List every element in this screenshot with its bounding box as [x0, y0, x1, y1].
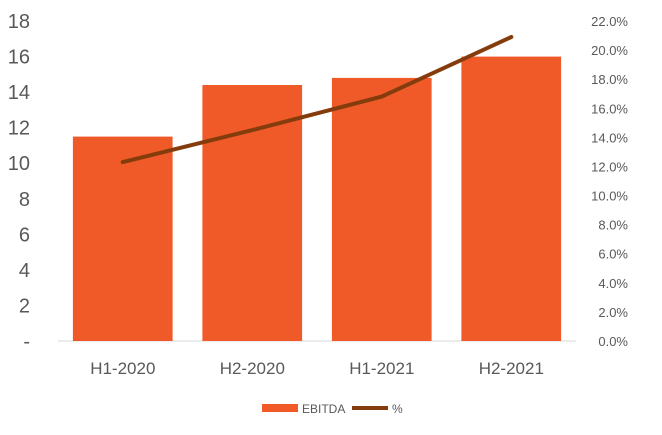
left-tick-label: 6: [19, 224, 30, 246]
x-axis-ticks: H1-2020 H2-2020 H1-2021 H2-2021: [90, 359, 544, 378]
left-tick-label: 14: [8, 82, 30, 104]
left-tick-label: 8: [19, 189, 30, 211]
left-tick-label: 12: [8, 118, 30, 140]
left-tick-label: 4: [19, 260, 30, 282]
left-tick-label: 16: [8, 47, 30, 69]
x-tick-label: H2-2020: [220, 359, 285, 378]
legend-swatch-ebitda: [262, 404, 298, 412]
bar-h1-2020: [72, 136, 173, 341]
line-series-percent: [120, 35, 514, 165]
left-tick-label: -: [23, 331, 30, 353]
left-axis-ticks: - 2 4 6 8 10 12 14 16 18: [8, 11, 30, 353]
right-tick-label: 18.0%: [591, 72, 628, 87]
right-tick-label: 12.0%: [591, 160, 628, 175]
left-tick-label: 18: [8, 11, 30, 33]
right-tick-label: 16.0%: [591, 101, 628, 116]
bar-h2-2020: [202, 85, 303, 341]
right-tick-label: 14.0%: [591, 130, 628, 145]
percent-line: [120, 35, 514, 165]
right-tick-label: 6.0%: [598, 247, 628, 262]
x-tick-label: H1-2021: [349, 359, 414, 378]
left-tick-label: 10: [8, 153, 30, 175]
legend-label-ebitda: EBITDA: [302, 402, 345, 416]
bar-h1-2021: [331, 77, 432, 342]
right-tick-label: 8.0%: [598, 218, 628, 233]
right-tick-label: 2.0%: [598, 305, 628, 320]
right-tick-label: 4.0%: [598, 276, 628, 291]
legend: EBITDA %: [262, 402, 403, 416]
right-tick-label: 10.0%: [591, 189, 628, 204]
left-tick-label: 2: [19, 295, 30, 317]
bar-h2-2021: [461, 56, 562, 341]
bar-series-ebitda: [72, 56, 562, 342]
x-tick-label: H1-2020: [90, 359, 155, 378]
right-tick-label: 0.0%: [598, 334, 628, 349]
legend-label-percent: %: [392, 402, 403, 416]
right-axis-ticks: 0.0% 2.0% 4.0% 6.0% 8.0% 10.0% 12.0% 14.0% 16.0%…: [591, 14, 628, 349]
right-tick-label: 20.0%: [591, 43, 628, 58]
right-tick-label: 22.0%: [591, 14, 628, 29]
x-tick-label: H2-2021: [479, 359, 544, 378]
